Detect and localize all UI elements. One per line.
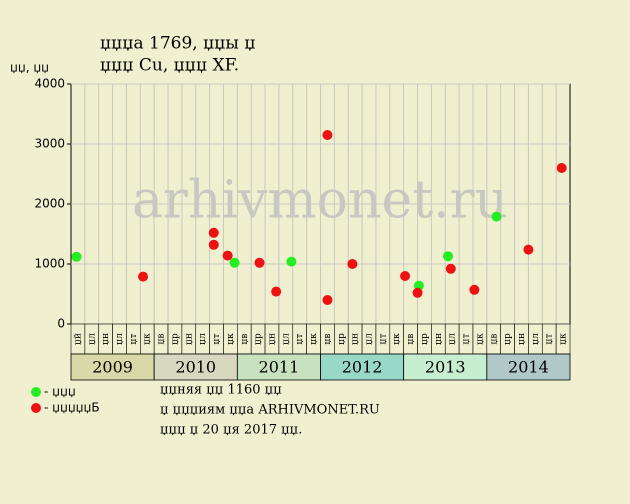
year-label: 2013: [425, 358, 466, 377]
month-label: џр: [254, 333, 264, 345]
month-label: џт: [378, 334, 388, 345]
y-tick-label: 1000: [34, 257, 65, 271]
month-label: џн: [184, 333, 194, 345]
year-label: 2009: [92, 358, 133, 377]
data-point: [556, 163, 567, 173]
data-point: [271, 286, 282, 297]
month-label: џт: [545, 334, 555, 345]
month-label: џл: [365, 333, 375, 345]
y-tick-label: 2000: [34, 197, 65, 211]
month-label: џл: [448, 333, 458, 345]
legend-label: - џџџ: [44, 385, 76, 399]
month-label: џр: [337, 333, 347, 345]
year-band: [236, 353, 321, 381]
data-point: [254, 257, 265, 268]
year-band: [70, 353, 155, 381]
month-label: џн: [101, 333, 111, 345]
year-label: 2011: [259, 358, 300, 377]
legend-marker: [31, 387, 41, 397]
month-label: џв: [323, 334, 333, 345]
month-label: џл: [281, 333, 291, 345]
month-label: џр: [420, 333, 430, 345]
month-label: џн: [267, 333, 277, 345]
year-label: 2014: [508, 358, 549, 377]
data-point: [71, 251, 82, 262]
data-point: [322, 130, 333, 140]
y-tick-label: 0: [57, 317, 65, 331]
month-label: џт: [212, 334, 222, 345]
data-point: [138, 271, 149, 282]
legend-marker: [31, 403, 41, 413]
data-point: [443, 251, 454, 262]
month-label: џв: [240, 334, 250, 345]
data-point: [208, 227, 219, 238]
data-point: [491, 211, 502, 222]
note: џџџ џ 20 џя 2017 џџ.: [160, 423, 302, 438]
data-point: [222, 250, 233, 261]
data-point: [445, 263, 456, 274]
watermark: arhivmonet.ru: [132, 171, 508, 231]
month-label: џв: [489, 334, 499, 345]
month-label: џл: [531, 333, 541, 345]
year-band: [320, 353, 405, 381]
month-label: џт: [295, 334, 305, 345]
month-label: џк: [143, 333, 153, 345]
y-tick-label: 4000: [34, 77, 65, 91]
year-band: [403, 353, 488, 381]
year-label: 2010: [175, 358, 216, 377]
data-point: [412, 287, 423, 298]
chart-subtitle: џџџ Cu, џџџ XF.: [100, 56, 239, 76]
month-label: џр: [503, 333, 513, 345]
month-label: џй: [73, 333, 83, 345]
month-label: џр: [170, 333, 180, 345]
month-label: џк: [226, 333, 236, 345]
year-band: [486, 353, 571, 381]
month-label: џв: [406, 334, 416, 345]
data-point: [229, 257, 240, 268]
month-label: џв: [157, 334, 167, 345]
year-label: 2012: [342, 358, 383, 377]
month-label: џн: [517, 333, 527, 345]
month-label: џт: [129, 334, 139, 345]
y-tick-label: 3000: [34, 137, 65, 151]
legend-label: - џџџџџБ: [44, 401, 100, 415]
month-label: џл: [87, 333, 97, 345]
month-label: џк: [559, 333, 569, 345]
month-label: џт: [462, 334, 472, 345]
data-point: [523, 244, 534, 255]
month-label: џк: [392, 333, 402, 345]
y-axis-label: џџ, џџ: [10, 61, 49, 75]
month-label: џн: [434, 333, 444, 345]
month-label: џн: [351, 333, 361, 345]
month-label: џк: [475, 333, 485, 345]
note: џџняя џџ 1160 џџ: [160, 383, 282, 398]
data-point: [400, 271, 411, 281]
data-point: [347, 259, 358, 269]
chart-title: џџџа 1769, џџы џ: [100, 34, 255, 54]
month-label: џк: [309, 333, 319, 345]
year-band: [153, 353, 238, 381]
data-point: [469, 284, 480, 295]
note: џ џџџиям џџа ARHIVMONET.RU: [160, 403, 380, 418]
data-point: [208, 239, 219, 250]
data-point: [286, 256, 297, 267]
month-label: џл: [115, 333, 125, 345]
data-point: [322, 295, 333, 305]
month-label: џл: [198, 333, 208, 345]
